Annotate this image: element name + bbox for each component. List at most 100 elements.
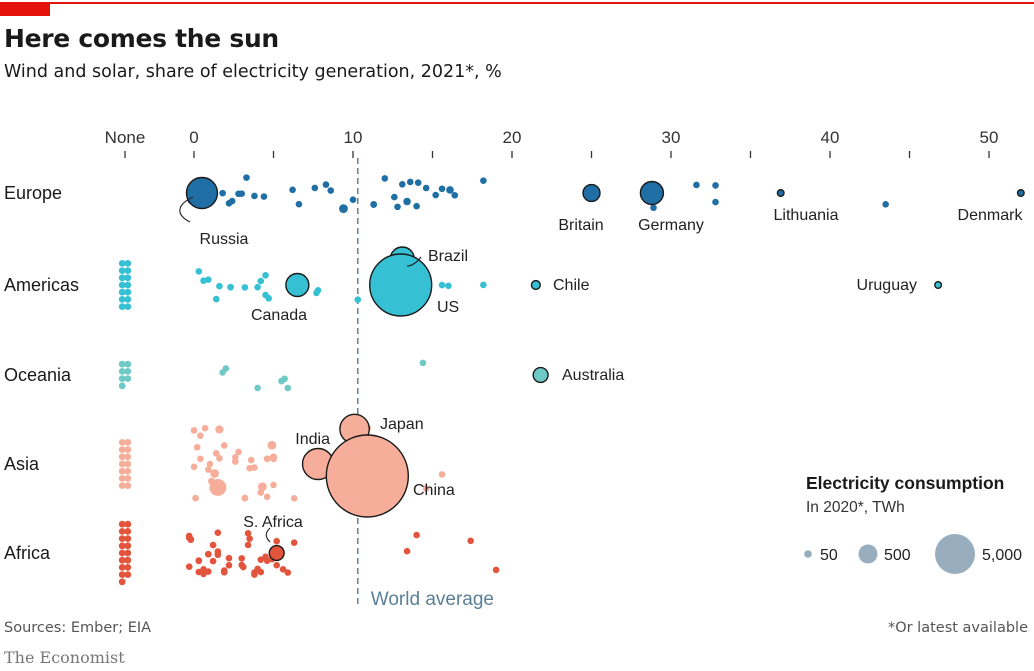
dot-none [118,460,126,468]
country-labels: Russia Britain Germany Lithuania Denmark Cana… [179,196,1023,543]
dot [381,175,389,182]
dot [257,482,267,492]
country-label: Britain [558,217,603,234]
dot [354,296,362,303]
dot-canada [285,272,310,298]
dot [262,291,269,299]
dot [185,563,193,570]
dot [220,569,228,576]
footnote: *Or latest available [887,620,1028,636]
x-tick-label: 10 [344,128,363,147]
dot-none [124,267,132,274]
dot [190,427,198,434]
dot [216,282,223,290]
leader-line [179,196,194,223]
dot [270,481,277,489]
dot-none [118,535,126,542]
country-label: China [413,482,455,499]
legend-label: 500 [884,547,911,564]
dot-none [124,453,132,461]
dot [238,190,245,197]
dot [290,539,298,546]
chart-subtitle: Wind and solar, share of electricity gen… [4,62,502,82]
dot [215,425,224,434]
dot-none [118,281,126,289]
dot [451,191,459,199]
dot-none [124,281,132,289]
dot [225,554,233,562]
dot [244,541,252,549]
dot [650,204,657,212]
dot-none [124,467,132,475]
dot [197,432,204,440]
dot [278,377,285,385]
dot-lithuania [776,188,785,197]
x-axis: None 0 10 20 30 40 50 [105,128,998,158]
country-label: Australia [562,367,624,384]
dot [311,184,319,192]
x-tick-label: 0 [189,128,198,147]
dot [243,174,250,181]
dot [263,493,271,501]
dot [480,281,487,289]
dot [195,557,203,564]
x-tick-label: None [105,128,146,147]
dot-none [124,375,132,382]
dot [197,455,204,463]
country-label: Russia [200,231,249,248]
dot-us [369,253,433,317]
country-label: Canada [251,307,307,324]
dot [438,281,446,289]
dot [260,193,268,200]
brand-wordmark: The Economist [4,648,125,667]
dot-none [124,368,132,375]
legend-label: 5,000 [982,547,1022,564]
dot [339,204,348,213]
dot [246,535,253,542]
dot [254,565,261,573]
dot-none [118,475,126,482]
dot-none [124,556,132,564]
dot [232,454,239,461]
dot [205,568,212,575]
dot [251,192,258,200]
dot [238,555,245,562]
country-label: S. Africa [243,514,303,531]
dot-none [118,556,126,564]
dot [209,557,217,565]
dot [445,282,452,290]
dot-chile [530,279,541,291]
dot-none [124,439,132,446]
dot [413,531,420,539]
dot [419,359,427,367]
dot [693,181,700,189]
dot-none [118,360,126,368]
dot [205,550,212,558]
dot [193,443,201,451]
dot [212,295,220,303]
dot [225,561,233,569]
category-label: Americas [4,275,79,295]
dot [206,460,214,468]
dot [422,184,430,192]
dot-none [124,360,132,368]
dot [254,384,261,392]
dot-s-africa [268,544,285,562]
dot-none [124,460,132,468]
dot [403,547,411,555]
dot [438,471,446,478]
leader-line [265,527,271,543]
dot [273,537,280,545]
dot [192,494,199,502]
dot-none [118,549,126,557]
dot [195,268,203,275]
dot [214,529,222,537]
dot [205,466,212,473]
dot-denmark [1016,188,1025,197]
dot-none [118,520,126,528]
dot-britain [582,183,601,203]
dot [222,365,230,372]
category-label: Oceania [4,365,72,385]
dot [212,449,220,457]
dot [370,200,377,208]
